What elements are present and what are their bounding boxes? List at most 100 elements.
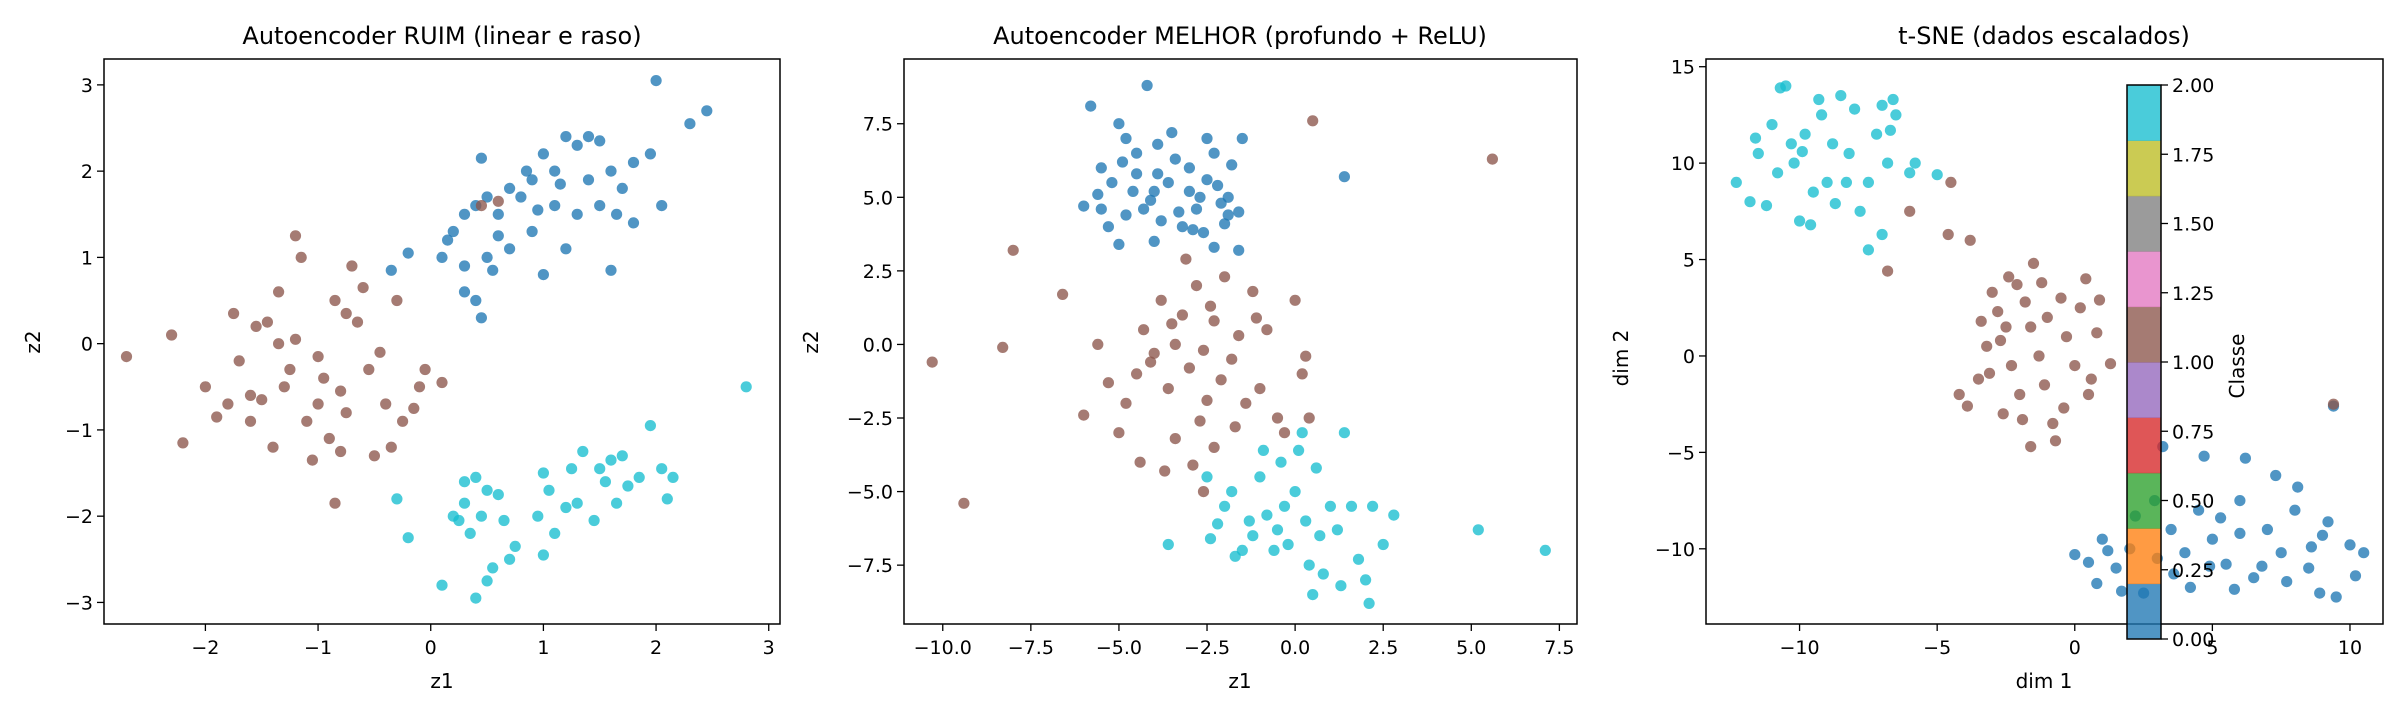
data-point-class-1	[1201, 394, 1213, 406]
data-point-class-0	[2116, 585, 2128, 597]
data-point-class-1	[1219, 271, 1231, 283]
data-point-class-1	[2025, 321, 2037, 333]
data-point-class-1	[1197, 486, 1210, 498]
data-point-class-0	[616, 182, 628, 194]
data-point-class-1	[1247, 285, 1259, 298]
x-tick-label: 7.5	[1544, 637, 1574, 659]
data-point-class-2	[1876, 99, 1888, 111]
data-point-class-0	[1236, 132, 1248, 145]
data-point-class-1	[1215, 374, 1227, 386]
data-point-class-0	[402, 247, 414, 259]
data-point-class-1	[368, 450, 380, 462]
data-point-class-1	[329, 294, 341, 307]
data-point-class-2	[656, 463, 668, 475]
data-point-class-1	[306, 454, 318, 466]
data-point-class-2	[1774, 82, 1786, 94]
data-point-class-2	[1388, 509, 1400, 521]
colorbar-segment	[2127, 306, 2161, 363]
data-point-class-0	[2303, 562, 2315, 574]
data-point-class-1	[340, 307, 352, 320]
data-point-class-2	[1162, 538, 1174, 551]
data-point-class-0	[2220, 558, 2232, 570]
data-point-class-1	[329, 497, 341, 509]
y-axis-ticks: −3 −2 −1 0 1 2 3	[65, 75, 104, 614]
y-axis-ticks: −7.5 −5.0 −2.5 0.0 2.5 5.0 7.5	[847, 114, 904, 577]
y-axis-label: dim 2	[1609, 330, 1633, 387]
data-point-class-1	[2036, 277, 2048, 289]
x-tick-label: −5	[1923, 637, 1951, 659]
y-tick-label: 0.0	[863, 334, 893, 356]
data-point-class-2	[1539, 544, 1551, 557]
data-point-class-2	[1303, 559, 1315, 571]
data-point-class-0	[1131, 147, 1143, 159]
data-point-class-1	[335, 385, 347, 397]
data-point-class-0	[1201, 132, 1213, 145]
data-point-class-1	[233, 355, 245, 367]
data-point-class-1	[2038, 379, 2051, 391]
data-point-class-2	[740, 381, 752, 393]
data-point-class-1	[222, 398, 234, 410]
data-point-class-2	[1282, 538, 1294, 551]
data-point-class-1	[1166, 318, 1178, 330]
data-point-class-1	[1303, 412, 1315, 424]
y-tick-label: 2.5	[863, 261, 893, 283]
data-point-class-1	[312, 398, 324, 410]
data-point-class-0	[458, 286, 471, 298]
data-point-class-0	[492, 230, 504, 242]
colorbar-segment	[2127, 528, 2161, 585]
colorbar: 0.00 0.25 0.50 0.75 1.00 1.25 1.50 1.75 2.00 Cla…	[2126, 75, 2249, 651]
data-point-class-0	[571, 139, 583, 151]
data-point-class-0	[2289, 504, 2301, 516]
data-point-class-2	[1289, 486, 1301, 498]
data-point-class-0	[1197, 227, 1210, 239]
data-point-class-1	[380, 398, 392, 410]
data-point-class-1	[1162, 383, 1174, 395]
data-point-class-0	[515, 191, 527, 203]
data-point-class-0	[1338, 171, 1350, 183]
data-point-class-0	[1208, 147, 1220, 159]
data-point-class-1	[284, 363, 296, 376]
data-point-class-0	[2179, 547, 2191, 559]
data-point-class-0	[1233, 206, 1245, 218]
data-point-class-0	[2234, 495, 2246, 507]
data-point-class-2	[1324, 500, 1336, 512]
plot-frame	[903, 58, 1578, 625]
data-point-class-0	[1113, 118, 1125, 130]
data-point-class-1	[250, 320, 262, 332]
data-point-class-2	[391, 493, 403, 505]
data-point-class-0	[385, 264, 397, 276]
data-point-class-2	[1805, 219, 1817, 231]
data-point-class-1	[1138, 324, 1150, 336]
data-point-class-2	[1338, 427, 1350, 439]
data-point-class-2	[1882, 157, 1894, 169]
data-point-class-0	[560, 131, 572, 143]
data-point-class-2	[1300, 515, 1312, 527]
data-point-class-1	[2016, 414, 2029, 426]
data-point-class-1	[335, 445, 347, 458]
data-point-class-0	[549, 165, 561, 177]
data-point-class-1	[436, 376, 448, 389]
data-point-class-1	[2047, 417, 2059, 430]
data-point-class-2	[1293, 444, 1305, 456]
x-axis-label: z1	[1228, 669, 1251, 693]
data-point-class-2	[1821, 176, 1833, 188]
colorbar-segment	[2127, 85, 2161, 141]
data-point-class-0	[481, 191, 493, 203]
x-tick-label: 1	[537, 637, 549, 659]
data-point-class-1	[1169, 433, 1181, 445]
y-tick-label: 1	[81, 247, 93, 269]
y-tick-label: 2	[81, 161, 93, 183]
plot-tsne: t-SNE (dados escalados) −10 −5 0 5 10 −10 −5 0…	[1609, 22, 2384, 693]
colorbar-tick-label: 1.50	[2172, 214, 2214, 236]
x-tick-label: −1	[304, 637, 332, 659]
data-point-class-0	[2314, 587, 2326, 599]
data-point-class-0	[2069, 549, 2081, 561]
data-point-class-0	[1152, 138, 1164, 150]
data-point-class-1	[1190, 280, 1203, 292]
data-point-class-2	[543, 484, 555, 496]
data-point-class-1	[1208, 441, 1220, 453]
data-point-class-1	[385, 441, 397, 453]
data-point-class-2	[504, 553, 516, 565]
data-point-class-1	[1145, 356, 1157, 368]
data-point-class-1	[261, 316, 273, 328]
